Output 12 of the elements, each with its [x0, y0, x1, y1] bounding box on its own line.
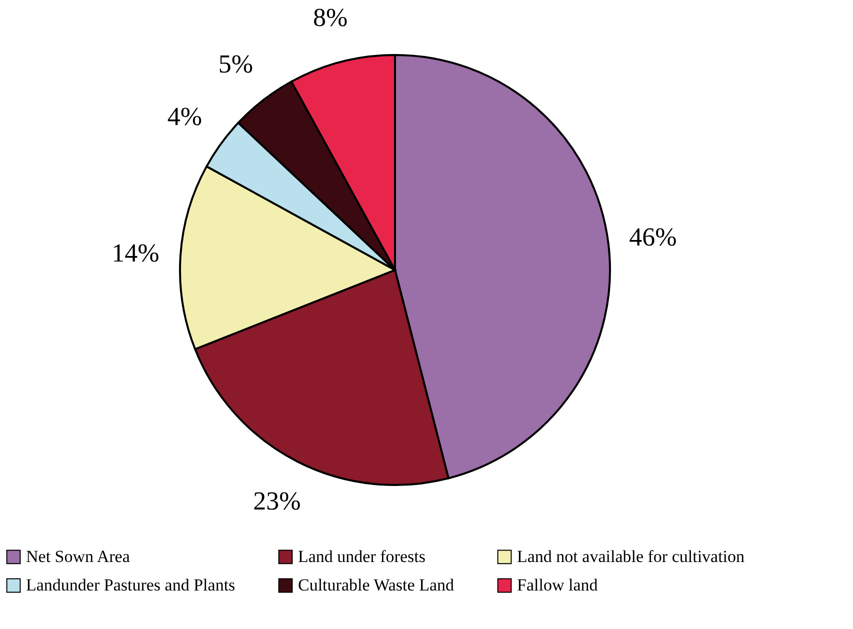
- data-label: 4%: [167, 102, 202, 132]
- data-label: 14%: [112, 238, 160, 268]
- legend-label: Land under forests: [298, 546, 426, 566]
- legend-label: Culturable Waste Land: [298, 576, 454, 594]
- legend-label: Fallow land: [517, 576, 598, 594]
- data-label: 46%: [629, 222, 677, 252]
- data-label: 23%: [253, 486, 301, 516]
- legend-label: Land not available for cultivation: [517, 546, 746, 566]
- data-label: 5%: [218, 50, 253, 79]
- legend-label: Landunder Pastures and Plants: [26, 576, 236, 594]
- data-label: 8%: [313, 3, 348, 32]
- legend-label: Net Sown Area: [26, 546, 130, 566]
